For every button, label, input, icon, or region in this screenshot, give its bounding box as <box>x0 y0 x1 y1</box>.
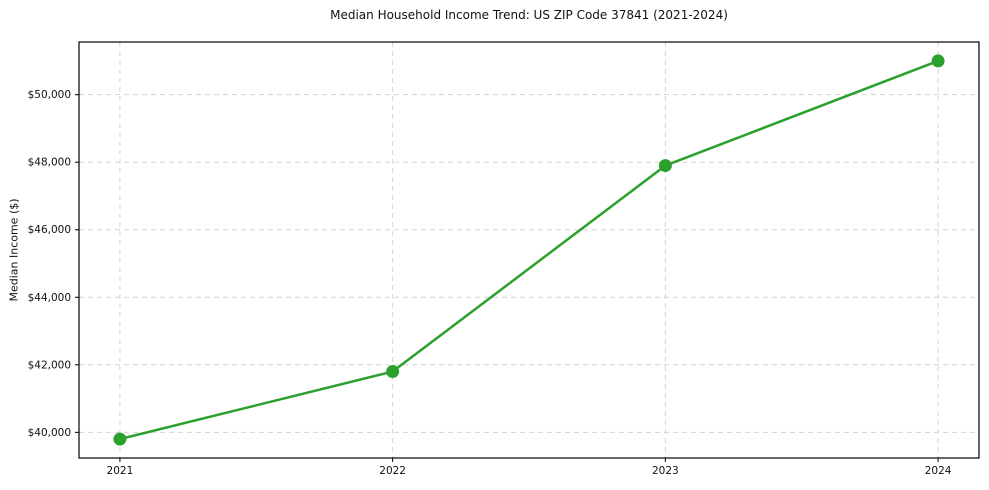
plot-border <box>78 41 980 459</box>
x-tick-label: 2022 <box>379 465 406 477</box>
x-tick-label: 2024 <box>925 465 952 477</box>
y-tick-label: $48,000 <box>28 157 71 169</box>
y-tick-label: $42,000 <box>28 359 71 371</box>
y-tick-label: $46,000 <box>28 224 71 236</box>
chart-title: Median Household Income Trend: US ZIP Co… <box>330 8 728 22</box>
data-point <box>658 159 672 173</box>
data-point <box>931 54 945 68</box>
x-tick-label: 2021 <box>107 465 134 477</box>
trend-line <box>118 59 940 441</box>
data-point <box>113 432 127 446</box>
data-point <box>386 365 400 379</box>
y-tick-label: $44,000 <box>28 292 71 304</box>
y-tick-label: $50,000 <box>28 89 71 101</box>
y-tick-label: $40,000 <box>28 427 71 439</box>
x-tick-label: 2023 <box>652 465 679 477</box>
